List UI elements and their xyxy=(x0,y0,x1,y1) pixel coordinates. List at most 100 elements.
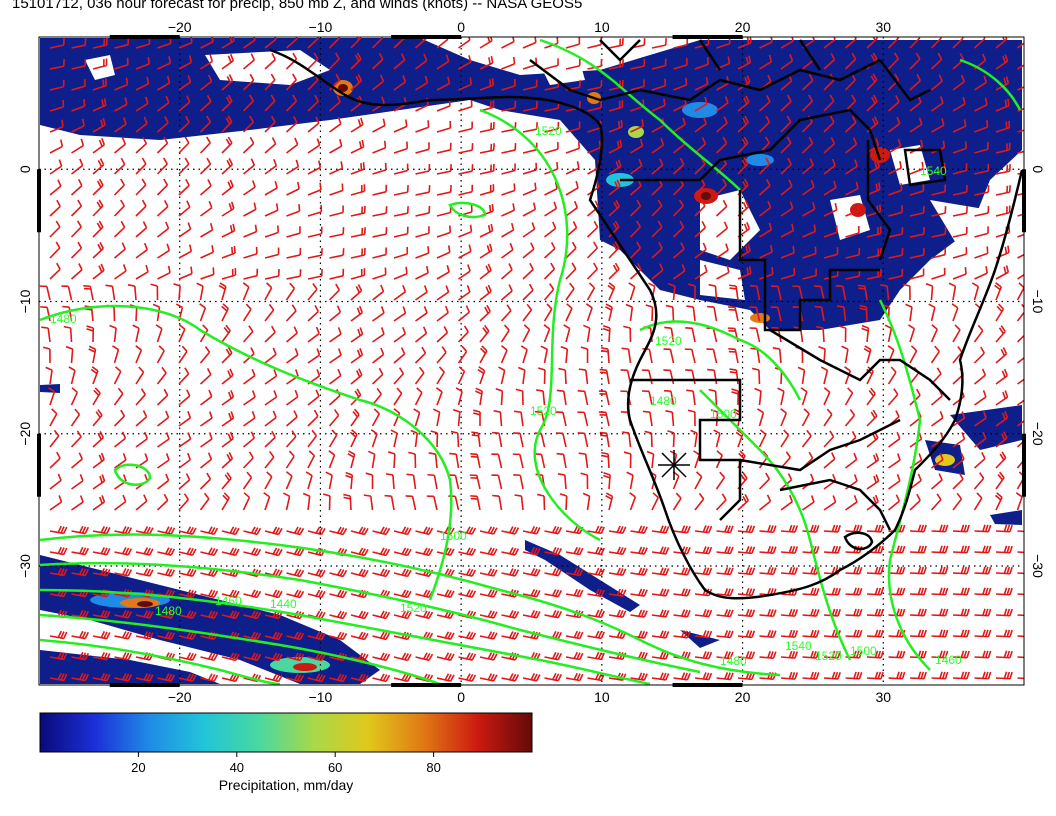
wind-barb xyxy=(156,388,169,406)
wind-barb xyxy=(156,178,169,196)
wind-barb xyxy=(264,73,276,91)
wind-barb xyxy=(221,94,233,112)
wind-barb xyxy=(1017,107,1024,112)
wind-barb xyxy=(242,451,254,469)
contour-line xyxy=(878,299,931,671)
wind-barb xyxy=(565,672,584,682)
wind-barb xyxy=(479,56,494,70)
wind-barb xyxy=(565,651,584,661)
wind-barb xyxy=(114,264,127,280)
wind-barb xyxy=(307,568,326,578)
wind-barb xyxy=(49,139,64,154)
wind-barb xyxy=(415,265,429,280)
wind-barb xyxy=(157,265,171,280)
wind-barb xyxy=(974,545,992,554)
wind-barb xyxy=(823,387,831,406)
wind-barb xyxy=(544,651,563,661)
wind-barb xyxy=(909,37,921,49)
wind-barb xyxy=(415,610,434,620)
contour-label: 1520 xyxy=(400,601,427,615)
wind-barb xyxy=(264,471,273,490)
wind-barb xyxy=(630,567,648,576)
wind-barb xyxy=(178,157,190,175)
wind-barb xyxy=(888,587,906,596)
wind-barb xyxy=(221,411,235,427)
wind-barb xyxy=(844,409,856,427)
wind-barb xyxy=(587,588,605,598)
wind-barb xyxy=(371,387,382,406)
wind-barb xyxy=(780,157,792,175)
wind-barb xyxy=(393,226,409,238)
wind-barb xyxy=(664,326,675,343)
wind-barb xyxy=(500,324,510,343)
wind-barb xyxy=(737,608,756,618)
wind-barb xyxy=(49,59,65,70)
lat-tick-label-left: −10 xyxy=(17,289,33,313)
wind-barb xyxy=(71,99,86,112)
wind-barb xyxy=(415,526,434,536)
wind-barb xyxy=(909,52,921,70)
wind-barb xyxy=(426,495,438,511)
wind-barb xyxy=(372,610,391,620)
wind-barb xyxy=(995,303,1005,322)
contour-label: 1480 xyxy=(50,312,77,326)
wind-barb xyxy=(393,673,412,683)
wind-barb xyxy=(350,247,366,259)
wind-barb xyxy=(931,206,947,217)
wind-barb xyxy=(157,56,172,70)
wind-barb xyxy=(71,651,90,661)
wind-barb xyxy=(887,366,897,385)
map-title: 15101712, 036 hour forecast for precip, … xyxy=(12,0,583,12)
wind-barb xyxy=(350,610,369,620)
wind-barb xyxy=(349,429,358,448)
wind-barb xyxy=(544,609,563,619)
wind-barb xyxy=(156,345,165,364)
wind-barb xyxy=(665,410,675,427)
wind-barb xyxy=(909,248,925,259)
wind-barb xyxy=(522,283,534,301)
wind-barb xyxy=(780,524,799,533)
contour-label: 1520 xyxy=(655,334,682,348)
wind-barb xyxy=(952,629,970,638)
wind-barb xyxy=(114,117,127,133)
wind-barb xyxy=(393,163,409,175)
wind-barb xyxy=(264,652,283,662)
wind-barb xyxy=(823,671,841,680)
lon-tick-label-bottom: 20 xyxy=(735,689,751,705)
wind-barb xyxy=(329,205,344,217)
wind-barb xyxy=(544,201,558,217)
wind-barb xyxy=(802,202,816,217)
wind-barb xyxy=(243,246,258,259)
wind-barb xyxy=(501,526,520,535)
wind-barb xyxy=(823,430,835,448)
wind-barb xyxy=(952,650,970,659)
wind-barb xyxy=(513,432,524,448)
wind-barb xyxy=(673,77,688,91)
wind-barb xyxy=(608,220,620,238)
wind-barb xyxy=(823,202,838,217)
border xyxy=(769,328,951,401)
wind-barb xyxy=(92,525,111,535)
contour-label: 1480 xyxy=(155,604,182,618)
wind-barb xyxy=(716,672,734,681)
wind-barb xyxy=(350,568,369,578)
wind-barb xyxy=(608,609,627,619)
wind-barb xyxy=(751,367,761,385)
wind-barb xyxy=(221,610,240,620)
wind-barb xyxy=(221,547,240,557)
wind-barb xyxy=(329,139,343,154)
wind-barb xyxy=(626,471,634,490)
wind-barb xyxy=(995,120,1011,133)
wind-barb xyxy=(157,75,171,91)
wind-barb xyxy=(884,324,893,343)
wind-barb xyxy=(587,546,605,556)
wind-barb xyxy=(716,96,729,112)
wind-barb xyxy=(716,567,734,576)
wind-barb xyxy=(221,268,237,280)
wind-barb xyxy=(522,547,541,556)
wind-barb xyxy=(995,524,1013,533)
wind-barb xyxy=(694,672,713,681)
wind-barb xyxy=(350,327,364,343)
wind-barb xyxy=(221,201,235,217)
border xyxy=(866,140,892,261)
